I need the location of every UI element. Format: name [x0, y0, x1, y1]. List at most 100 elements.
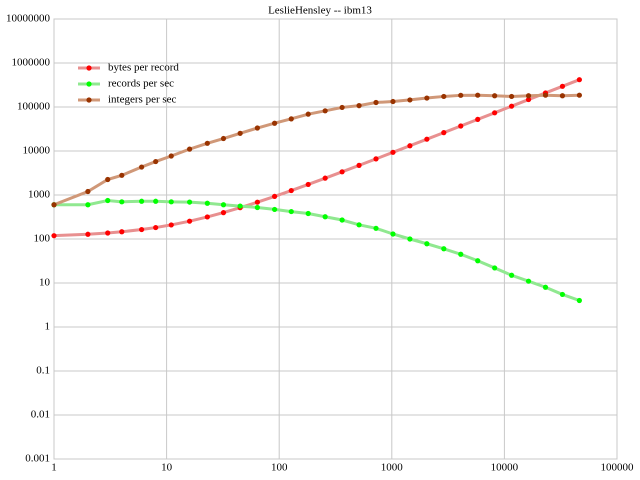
legend-marker — [86, 97, 92, 103]
data-point — [119, 199, 125, 205]
legend-marker — [86, 65, 92, 71]
data-point — [168, 153, 174, 159]
data-point — [373, 99, 379, 106]
data-point — [390, 149, 396, 155]
data-point — [407, 236, 413, 242]
data-point — [220, 202, 227, 208]
plot-frame — [53, 18, 618, 460]
data-point — [119, 172, 125, 178]
data-point — [475, 92, 481, 98]
data-point — [492, 93, 498, 99]
x-tick-label: 100 — [271, 462, 288, 474]
data-point — [271, 120, 278, 126]
data-point — [288, 187, 294, 194]
data-point — [424, 95, 430, 101]
data-point — [288, 116, 294, 122]
data-point — [153, 198, 159, 204]
data-point — [525, 278, 532, 284]
data-point — [105, 197, 111, 204]
data-point — [220, 135, 227, 142]
data-point — [525, 96, 532, 103]
data-point — [322, 108, 328, 114]
data-point — [424, 241, 430, 247]
data-point — [254, 125, 260, 131]
data-point — [508, 272, 515, 278]
data-point — [305, 111, 311, 117]
data-point — [139, 164, 145, 170]
data-point — [407, 143, 413, 149]
y-tick-label: 1 — [45, 321, 51, 333]
data-point — [237, 130, 243, 136]
data-point — [85, 231, 91, 237]
legend-marker — [86, 81, 92, 87]
data-point — [576, 297, 582, 304]
data-point — [492, 265, 498, 271]
y-tick-label: 100000 — [17, 101, 51, 113]
y-tick-label: 10 — [39, 277, 51, 289]
data-point — [339, 217, 345, 223]
x-tick-label: 100000 — [601, 462, 635, 474]
data-point — [168, 222, 174, 228]
data-point — [390, 231, 396, 237]
data-point — [576, 77, 582, 83]
x-tick-label: 10 — [161, 462, 173, 474]
data-point — [139, 198, 145, 204]
data-point — [186, 199, 193, 205]
data-point — [322, 175, 328, 181]
data-point — [508, 103, 515, 109]
data-point — [559, 93, 566, 99]
data-point — [204, 140, 210, 146]
data-point — [373, 225, 379, 231]
data-point — [51, 202, 57, 208]
data-point — [305, 181, 311, 188]
data-point — [441, 246, 447, 252]
data-point — [254, 204, 260, 211]
data-point — [458, 251, 464, 257]
data-point — [85, 188, 91, 195]
data-point — [168, 199, 174, 205]
data-point — [525, 93, 532, 99]
data-point — [288, 208, 294, 215]
data-point — [339, 104, 345, 111]
data-point — [559, 83, 566, 89]
legend-label: records per sec — [108, 78, 174, 90]
data-point — [576, 92, 582, 98]
data-point — [204, 214, 210, 220]
data-point — [237, 203, 243, 209]
data-point — [105, 230, 111, 236]
data-point — [139, 226, 145, 233]
y-tick-label: 0.01 — [31, 409, 50, 421]
data-point — [186, 218, 193, 224]
data-point — [356, 162, 362, 168]
y-tick-label: 1000 — [28, 189, 51, 201]
data-point — [305, 210, 311, 217]
data-point — [390, 98, 396, 105]
data-point — [373, 156, 379, 162]
data-point — [220, 210, 227, 216]
x-tick-label: 1 — [51, 462, 57, 474]
data-point — [339, 169, 345, 175]
y-tick-label: 0.1 — [36, 365, 50, 377]
y-tick-label: 1000000 — [12, 57, 51, 69]
data-point — [119, 229, 125, 235]
data-point — [441, 130, 447, 136]
data-point — [458, 123, 464, 129]
data-point — [271, 206, 278, 213]
data-point — [356, 103, 362, 109]
legend-label: bytes per record — [108, 62, 179, 74]
data-point — [322, 214, 328, 220]
data-point — [105, 176, 111, 183]
data-point — [475, 258, 481, 264]
data-point — [441, 93, 447, 100]
data-point — [475, 116, 481, 123]
data-point — [492, 110, 498, 116]
data-point — [407, 97, 413, 103]
data-point — [542, 92, 549, 98]
data-point — [85, 202, 91, 208]
data-point — [356, 222, 362, 228]
data-point — [458, 92, 464, 98]
data-point — [508, 93, 515, 100]
data-point — [254, 199, 260, 205]
